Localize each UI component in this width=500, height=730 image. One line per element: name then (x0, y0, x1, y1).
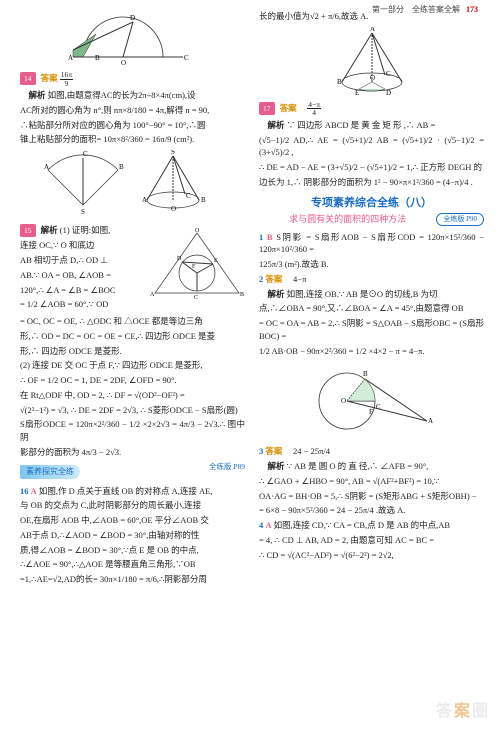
q14-t2: AC所对的圆心角为 n°,则 nπ×8/180 = 4π,解得 n = 90, (20, 104, 245, 117)
svg-text:O: O (341, 397, 346, 405)
svg-text:O: O (171, 205, 176, 213)
q16-line: 16 A 如图,作 D 点关于直线 OB 的对称点 A,连接 AE, (20, 485, 245, 498)
q17-line: 17 答案 4−π4 (259, 101, 484, 117)
left-column: A B D O C 14 答案 16π9 解析 如图,由题意得AC的长为2π÷8… (20, 8, 245, 730)
svg-text:C: C (376, 403, 381, 411)
svg-text:A: A (428, 417, 433, 425)
svg-text:A: A (44, 163, 49, 171)
q15-num: 15 (20, 224, 36, 237)
diagram-circle-tangent: O B C F A (259, 361, 484, 441)
blue-section-bar: 素养探究全练 全练版 P89 (20, 461, 245, 483)
section-title: 专项素养综合全练（八） (259, 195, 484, 212)
q14-t4: 锥上粘贴部分的面积= 10π×8²/360 = 16π/9 (cm²). (20, 133, 245, 146)
svg-text:B: B (95, 54, 100, 62)
right-column: 长的最小值为√2 + π/6,故选 A. A B C E D O 17 答 (259, 8, 484, 730)
svg-text:B: B (240, 292, 244, 298)
svg-text:A: A (68, 54, 73, 62)
page-body: A B D O C 14 答案 16π9 解析 如图,由题意得AC的长为2π÷8… (0, 0, 500, 730)
svg-text:C: C (386, 70, 391, 78)
svg-text:F: F (192, 264, 196, 270)
page-number: 173 (466, 5, 478, 14)
diagram-cones: S A B C S A B C O (20, 150, 245, 220)
q14-t3: ∴粘贴部分所对应的圆心角为 100°−90° = 10°,∴圆 (20, 119, 245, 132)
svg-text:O: O (121, 59, 126, 67)
svg-text:B: B (119, 163, 124, 171)
diagram-semicircle-top: A B D O C (20, 12, 245, 67)
svg-text:O: O (370, 74, 375, 82)
q14-line: 14 答案 16π9 (20, 71, 245, 87)
svg-text:B: B (363, 370, 368, 378)
svg-text:B: B (201, 196, 206, 204)
q15-block: O A B D E C F 15 解析 (1) 证明:如图, 连接 OC,∵ O… (20, 224, 245, 459)
section-name: 第一部分 全练答案全解 (372, 5, 460, 14)
q14-explain: 解析 如图,由题意得AC的长为2π÷8×4π(cm),设 (20, 89, 245, 102)
svg-text:F: F (369, 408, 373, 416)
svg-text:D: D (177, 256, 182, 262)
q1-line: 1 B S阴影 = S扇形AOB − S扇形COD = 120π×15²/360… (259, 231, 484, 257)
svg-text:S: S (171, 150, 175, 156)
page-header: 第一部分 全练答案全解 173 (372, 4, 478, 16)
q14-num: 14 (20, 72, 36, 85)
svg-text:C: C (186, 192, 191, 200)
svg-text:A: A (150, 292, 155, 298)
svg-text:S: S (81, 208, 85, 216)
svg-text:C: C (194, 295, 198, 300)
svg-text:B: B (337, 78, 342, 86)
svg-text:D: D (130, 14, 135, 22)
svg-text:E: E (214, 258, 218, 264)
svg-text:E: E (355, 89, 359, 97)
q4-line: 4 A 如图,连接 CD,∵ CA = CB,点 D 是 AB 的中点,AB (259, 519, 484, 532)
svg-text:C: C (83, 150, 88, 158)
svg-text:A: A (370, 27, 375, 33)
svg-text:C: C (184, 54, 189, 62)
svg-text:D: D (386, 89, 391, 97)
svg-text:O: O (195, 228, 200, 234)
answer-label: 答案 (41, 73, 58, 83)
q2-line: 2 答案 4−π (259, 273, 484, 286)
diagram-cone-right: A B C E D O (259, 27, 484, 97)
semicircle-svg: A B D O C (68, 12, 198, 67)
svg-text:A: A (142, 196, 147, 204)
diagram-triangle-incircle: O A B D E C F (150, 228, 245, 300)
q3-line: 3 答案 24 − 25π/4 (259, 445, 484, 458)
watermark: 答案圈 (436, 700, 490, 724)
